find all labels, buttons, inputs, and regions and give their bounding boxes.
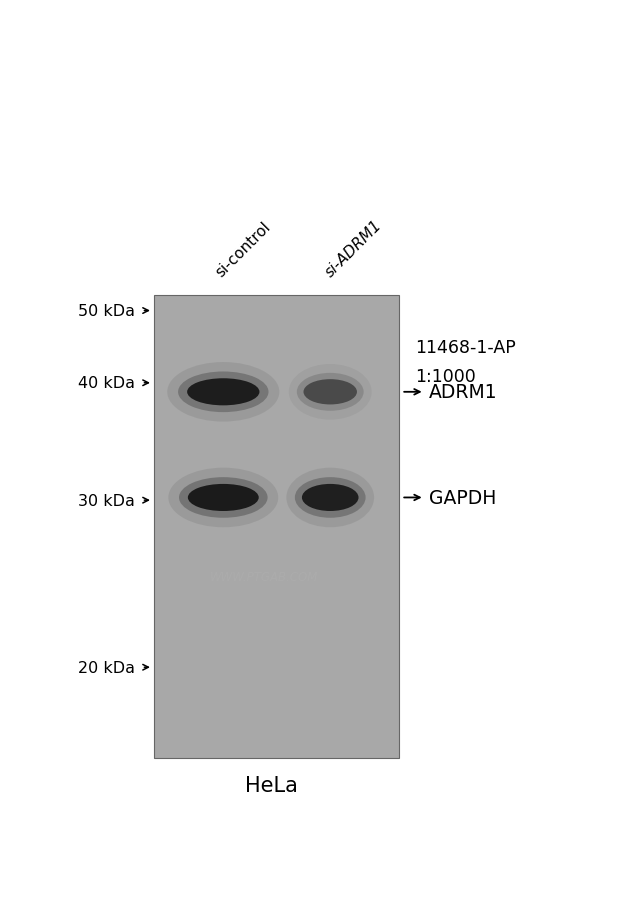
Text: 1:1000: 1:1000 — [415, 368, 476, 386]
Text: si-ADRM1: si-ADRM1 — [323, 217, 385, 280]
Text: 40 kDa: 40 kDa — [78, 376, 135, 391]
Text: si-control: si-control — [213, 219, 274, 280]
Ellipse shape — [304, 380, 357, 405]
Ellipse shape — [295, 478, 365, 518]
Ellipse shape — [179, 478, 267, 518]
Text: ADRM1: ADRM1 — [429, 382, 498, 402]
Ellipse shape — [302, 484, 359, 511]
Text: WWW.PTGAB.COM: WWW.PTGAB.COM — [210, 571, 318, 584]
Text: HeLa: HeLa — [245, 775, 298, 795]
Text: 30 kDa: 30 kDa — [79, 493, 135, 508]
Ellipse shape — [167, 363, 279, 422]
Text: 20 kDa: 20 kDa — [78, 660, 135, 675]
Ellipse shape — [286, 468, 374, 528]
Text: 50 kDa: 50 kDa — [78, 304, 135, 318]
Text: 11468-1-AP: 11468-1-AP — [415, 338, 516, 356]
Ellipse shape — [289, 364, 372, 420]
Ellipse shape — [297, 373, 364, 411]
Ellipse shape — [187, 379, 259, 406]
Ellipse shape — [188, 484, 259, 511]
Ellipse shape — [178, 373, 269, 413]
Text: GAPDH: GAPDH — [429, 488, 496, 508]
Ellipse shape — [169, 468, 278, 528]
Bar — [154, 296, 399, 758]
